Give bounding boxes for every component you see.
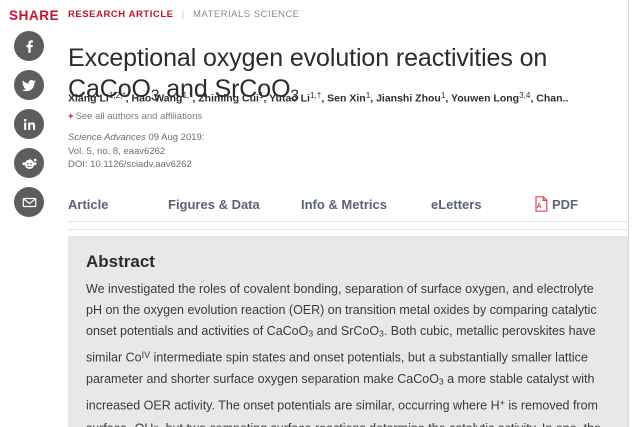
- tab-article[interactable]: Article: [68, 196, 109, 212]
- share-linkedin-button[interactable]: [14, 109, 44, 139]
- abstract-section: Abstract We investigated the roles of co…: [68, 236, 628, 427]
- journal-and-date-line: Science Advances 09 Aug 2019:: [68, 131, 204, 145]
- share-facebook-button[interactable]: [14, 31, 44, 61]
- tab-bar-divider-bottom: [68, 229, 628, 230]
- see-all-authors-label: See all authors and affiliations: [75, 111, 203, 122]
- svg-text:A: A: [537, 203, 542, 210]
- publication-date: 09 Aug 2019:: [148, 132, 205, 143]
- plus-icon: +: [68, 111, 74, 122]
- volume-line: Vol. 5, no. 8, eaav6262: [68, 145, 166, 157]
- envelope-icon: [21, 194, 38, 211]
- tab-pdf[interactable]: A PDF: [535, 196, 578, 212]
- tab-pdf-label: PDF: [552, 196, 578, 212]
- facebook-icon: [21, 38, 38, 55]
- page-right-border: [628, 0, 629, 427]
- see-all-authors-link[interactable]: + See all authors and affiliations: [68, 111, 202, 122]
- share-label: SHARE: [9, 8, 60, 23]
- author-list[interactable]: Xiang Li1,2,*, Hao Wang1,*, Zhiming Cui1…: [68, 91, 569, 105]
- share-email-button[interactable]: [14, 187, 44, 217]
- twitter-icon: [21, 77, 38, 94]
- share-reddit-button[interactable]: [14, 148, 44, 178]
- linkedin-icon: [21, 116, 38, 133]
- doi-line[interactable]: DOI: 10.1126/sciadv.aav6262: [68, 159, 192, 170]
- abstract-heading: Abstract: [86, 252, 155, 271]
- share-twitter-button[interactable]: [14, 70, 44, 100]
- share-rail: SHARE: [0, 0, 62, 427]
- article-tab-bar: Article Figures & Data Info & Metrics eL…: [68, 196, 628, 212]
- tab-bar-divider-top: [68, 221, 628, 222]
- journal-name: Science Advances: [68, 132, 146, 143]
- tab-eletters[interactable]: eLetters: [431, 196, 482, 212]
- tab-figures-and-data[interactable]: Figures & Data: [168, 196, 260, 212]
- reddit-icon: [21, 155, 38, 172]
- abstract-body: We investigated the roles of covalent bo…: [86, 282, 601, 427]
- share-icon-list: [14, 31, 44, 217]
- subject-label[interactable]: MATERIALS SCIENCE: [193, 9, 300, 20]
- publication-info: Science Advances 09 Aug 2019: Vol. 5, no…: [68, 131, 204, 172]
- article-type-label[interactable]: RESEARCH ARTICLE: [68, 9, 174, 20]
- kicker-divider: |: [181, 9, 185, 20]
- tab-info-and-metrics[interactable]: Info & Metrics: [301, 196, 387, 212]
- pdf-file-icon: A: [535, 196, 548, 212]
- page-title: Exceptional oxygen evolution reactivitie…: [68, 43, 548, 105]
- article-kicker: RESEARCH ARTICLE | MATERIALS SCIENCE: [68, 9, 300, 20]
